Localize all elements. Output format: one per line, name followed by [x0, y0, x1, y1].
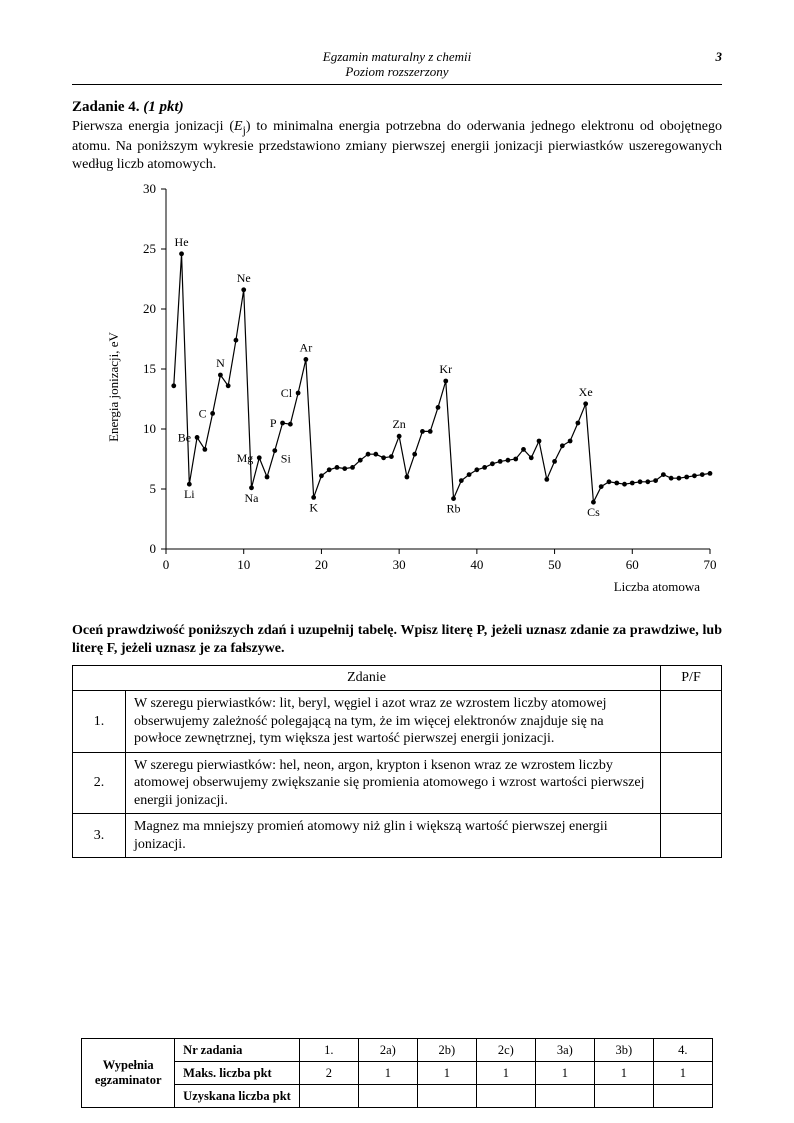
- row-text: W szeregu pierwiastków: hel, neon, argon…: [126, 752, 661, 814]
- col-head: 3b): [594, 1039, 653, 1062]
- col-head: 4.: [653, 1039, 712, 1062]
- svg-text:Mg: Mg: [237, 451, 254, 465]
- svg-text:Liczba atomowa: Liczba atomowa: [614, 579, 700, 594]
- row-text: Magnez ma mniejszy promień atomowy niż g…: [126, 814, 661, 858]
- statements-table: Zdanie P/F 1. W szeregu pierwiastków: li…: [72, 665, 722, 858]
- svg-text:50: 50: [548, 557, 561, 572]
- score-cell[interactable]: [476, 1085, 535, 1108]
- score-table: Wypełniaegzaminator Nr zadania 1. 2a) 2b…: [81, 1038, 713, 1108]
- row-text: W szeregu pierwiastków: lit, beryl, węgi…: [126, 691, 661, 753]
- svg-text:He: He: [175, 235, 189, 249]
- page-number: 3: [716, 50, 723, 65]
- col-head: 2a): [358, 1039, 417, 1062]
- row3-label: Uzyskana liczba pkt: [175, 1085, 300, 1108]
- svg-text:25: 25: [143, 241, 156, 256]
- svg-text:Xe: Xe: [579, 385, 593, 399]
- col-head: 1.: [299, 1039, 358, 1062]
- max-cell: 1: [594, 1062, 653, 1085]
- row2-label: Maks. liczba pkt: [175, 1062, 300, 1085]
- svg-text:N: N: [216, 356, 225, 370]
- row-number: 2.: [73, 752, 126, 814]
- score-cell[interactable]: [299, 1085, 358, 1108]
- svg-text:Cl: Cl: [281, 386, 293, 400]
- max-cell: 1: [358, 1062, 417, 1085]
- score-cell[interactable]: [358, 1085, 417, 1108]
- task-points: (1 pkt): [143, 99, 183, 115]
- pf-cell[interactable]: [661, 752, 722, 814]
- task-title: Zadanie 4. (1 pkt): [72, 99, 722, 116]
- instruction-text: Oceń prawdziwość poniższych zdań i uzupe…: [72, 622, 722, 657]
- ionization-chart: 0 10 20 30 40 50 60 70 0 5 10 15 20 25 30 Liczba atomow…: [102, 179, 722, 604]
- svg-text:P: P: [270, 416, 277, 430]
- pf-cell[interactable]: [661, 814, 722, 858]
- score-side-label: Wypełniaegzaminator: [82, 1039, 175, 1108]
- task-label: Zadanie 4.: [72, 99, 140, 115]
- col-head: 3a): [535, 1039, 594, 1062]
- svg-text:Ne: Ne: [237, 271, 251, 285]
- svg-text:30: 30: [393, 557, 406, 572]
- svg-text:20: 20: [143, 301, 156, 316]
- svg-text:Na: Na: [244, 491, 259, 505]
- svg-text:Energia jonizacji, eV: Energia jonizacji, eV: [106, 332, 121, 442]
- svg-text:10: 10: [143, 421, 156, 436]
- max-cell: 1: [535, 1062, 594, 1085]
- header-stmt: Zdanie: [73, 666, 661, 691]
- svg-text:Zn: Zn: [392, 417, 405, 431]
- svg-text:40: 40: [470, 557, 483, 572]
- svg-text:C: C: [199, 407, 207, 421]
- row1-label: Nr zadania: [175, 1039, 300, 1062]
- col-head: 2b): [417, 1039, 476, 1062]
- svg-text:Be: Be: [178, 431, 191, 445]
- score-cell[interactable]: [594, 1085, 653, 1108]
- score-cell[interactable]: [653, 1085, 712, 1108]
- table-row: 1. W szeregu pierwiastków: lit, beryl, w…: [73, 691, 722, 753]
- svg-text:5: 5: [150, 481, 157, 496]
- col-head: 2c): [476, 1039, 535, 1062]
- max-cell: 1: [476, 1062, 535, 1085]
- max-cell: 2: [299, 1062, 358, 1085]
- score-cell[interactable]: [535, 1085, 594, 1108]
- table-row: 2. W szeregu pierwiastków: hel, neon, ar…: [73, 752, 722, 814]
- svg-text:30: 30: [143, 181, 156, 196]
- svg-text:70: 70: [704, 557, 717, 572]
- header-line1: Egzamin maturalny z chemii: [323, 49, 471, 64]
- header-pf: P/F: [661, 666, 722, 691]
- svg-text:Ar: Ar: [300, 341, 313, 355]
- table-header-row: Zdanie P/F: [73, 666, 722, 691]
- score-cell[interactable]: [417, 1085, 476, 1108]
- svg-text:0: 0: [163, 557, 170, 572]
- svg-text:15: 15: [143, 361, 156, 376]
- pf-cell[interactable]: [661, 691, 722, 753]
- table-row: 3. Magnez ma mniejszy promień atomowy ni…: [73, 814, 722, 858]
- page-header: Egzamin maturalny z chemii Poziom rozsze…: [72, 50, 722, 85]
- max-cell: 1: [417, 1062, 476, 1085]
- svg-text:Cs: Cs: [587, 505, 600, 519]
- svg-text:10: 10: [237, 557, 250, 572]
- svg-text:K: K: [309, 501, 318, 515]
- row-number: 3.: [73, 814, 126, 858]
- svg-text:Si: Si: [281, 452, 292, 466]
- max-cell: 1: [653, 1062, 712, 1085]
- svg-text:60: 60: [626, 557, 639, 572]
- svg-text:Kr: Kr: [439, 362, 452, 376]
- svg-text:Rb: Rb: [447, 502, 461, 516]
- row-number: 1.: [73, 691, 126, 753]
- task-intro: Pierwsza energia jonizacji (Ej) to minim…: [72, 118, 722, 173]
- svg-text:20: 20: [315, 557, 328, 572]
- svg-text:0: 0: [150, 541, 157, 556]
- svg-text:Li: Li: [184, 487, 195, 501]
- header-line2: Poziom rozszerzony: [345, 64, 448, 79]
